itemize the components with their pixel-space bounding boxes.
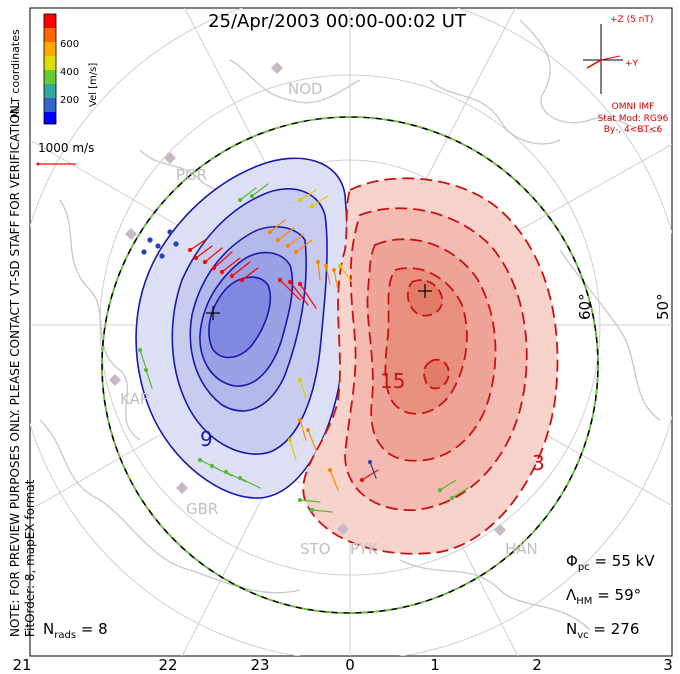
contour-label-3: 3 <box>532 451 545 475</box>
latitude-labels: 60° 50° <box>576 293 672 320</box>
coord-label: MLT coordinates <box>9 29 22 118</box>
station-label-kap: KAP <box>120 390 149 408</box>
station-label-pgr: PGR <box>176 166 207 184</box>
imf-source: OMNI IMF <box>612 102 655 112</box>
imf-clock <box>583 24 623 94</box>
dawn-cell <box>302 177 559 555</box>
colorbar-tick-200: 200 <box>60 95 79 106</box>
stat-lambda-hm: ΛHM = 59° <box>566 586 641 607</box>
mlt-tick-23: 23 <box>250 656 269 674</box>
velocity-vectors <box>137 183 469 513</box>
colorbar-ticks: 600 400 200 <box>60 39 79 106</box>
colorbar-label: Vel [m/s] <box>88 63 99 107</box>
lat-label-60: 60° <box>576 293 594 320</box>
preview-note: NOTE: FOR PREVIEW PURPOSES ONLY. PLEASE … <box>8 101 22 637</box>
station-markers <box>109 62 506 536</box>
imf-model: Stat Mod: RG96 <box>598 114 669 124</box>
contour-label-9: 9 <box>200 427 213 451</box>
mlt-tick-1: 1 <box>430 656 440 674</box>
station-labels: NOD PGR KAP GBR STO PYK HAN <box>120 80 538 558</box>
imf-condition: By-, 4<BT<6 <box>604 125 663 135</box>
scale-vector-label: 1000 m/s <box>38 141 94 155</box>
stat-phi-pc: Φpc = 55 kV <box>566 552 655 573</box>
mlt-tick-3: 3 <box>663 656 673 674</box>
stat-n-rads: Nrads = 8 <box>43 620 108 641</box>
station-label-sto: STO <box>300 540 331 558</box>
lat-label-50: 50° <box>654 293 672 320</box>
station-label-nod: NOD <box>288 80 323 98</box>
stats-panel: Φpc = 55 kV ΛHM = 59° Nvc = 276 Nrads = … <box>43 552 655 641</box>
scale-vector <box>36 162 76 166</box>
hm-boundary-dash <box>101 116 599 614</box>
colorbar-tick-600: 600 <box>60 39 79 50</box>
colorbar-tick-400: 400 <box>60 67 79 78</box>
dusk-cell <box>135 157 349 499</box>
contour-label-15: 15 <box>380 369 405 393</box>
station-label-pyk: PYK <box>350 540 379 558</box>
stat-n-vc: Nvc = 276 <box>566 620 639 641</box>
imf-labels: +Z (5 nT) +Y OMNI IMF Stat Mod: RG96 By-… <box>598 15 669 135</box>
imf-z-label: +Z (5 nT) <box>610 15 653 25</box>
station-label-gbr: GBR <box>186 500 218 518</box>
mlt-axis: 21 22 23 0 1 2 3 <box>12 656 672 674</box>
velocity-colorbar <box>43 13 57 125</box>
mlt-tick-22: 22 <box>158 656 177 674</box>
mlt-tick-21: 21 <box>12 656 31 674</box>
mlt-tick-2: 2 <box>532 656 542 674</box>
mlt-tick-0: 0 <box>345 656 355 674</box>
station-label-han: HAN <box>505 540 538 558</box>
fit-order-note: FitOrder: 8, mapEX format <box>23 479 37 637</box>
imf-y-label: +Y <box>625 59 639 69</box>
contour-labels: 15 3 9 <box>200 369 545 475</box>
map-title: 25/Apr/2003 00:00-00:02 UT <box>208 11 467 32</box>
